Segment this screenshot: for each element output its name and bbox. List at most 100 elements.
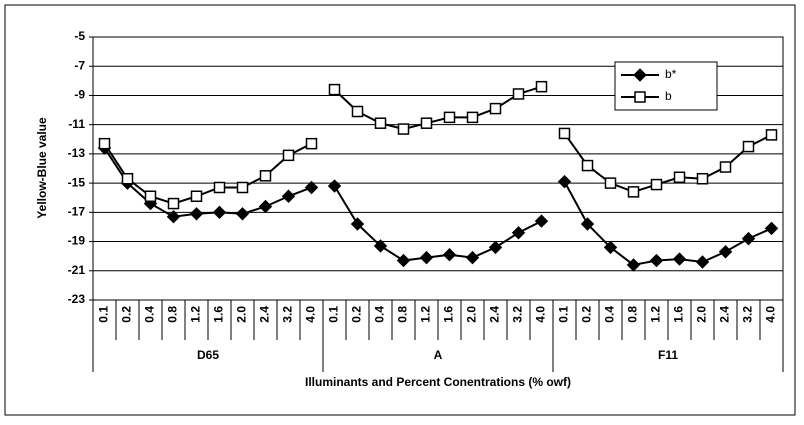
marker (213, 181, 226, 194)
marker (144, 190, 157, 203)
y-tick-label: -5 (74, 29, 85, 43)
x-tick-label: 0.1 (97, 306, 111, 323)
series-line (103, 147, 312, 218)
marker (742, 140, 755, 153)
x-tick-label: 1.6 (672, 306, 686, 323)
marker (374, 117, 387, 129)
x-tick-label: 3.2 (511, 306, 525, 323)
x-tick-label: 0.1 (557, 306, 571, 323)
x-tick-label: 0.8 (626, 306, 640, 323)
marker (489, 102, 502, 115)
x-tick-label: 2.4 (718, 306, 732, 323)
group-label: A (434, 348, 443, 362)
x-tick-label: 0.4 (603, 306, 617, 323)
x-tick-label: 4.0 (534, 306, 548, 323)
marker (695, 255, 710, 269)
marker (121, 172, 134, 185)
marker (604, 177, 617, 189)
marker (764, 221, 779, 236)
marker (649, 253, 664, 268)
marker (305, 137, 318, 150)
marker (512, 88, 525, 100)
marker (466, 111, 479, 124)
x-axis-label: Illuminants and Percent Conentrations (%… (305, 375, 571, 389)
marker (603, 240, 618, 255)
group-label: F11 (658, 348, 678, 362)
legend-label: b (665, 89, 672, 103)
series-line (333, 85, 542, 131)
y-tick-label: -23 (68, 292, 86, 306)
marker (626, 258, 641, 272)
marker (235, 207, 250, 221)
x-tick-label: 0.8 (166, 306, 180, 323)
series-line (563, 132, 772, 193)
y-tick-label: -19 (68, 234, 86, 248)
marker (397, 123, 410, 135)
y-tick-label: -11 (68, 117, 85, 131)
x-tick-label: 0.2 (350, 306, 364, 323)
marker (419, 250, 434, 265)
marker (328, 83, 341, 96)
x-tick-label: 1.6 (442, 306, 456, 323)
marker (627, 186, 640, 198)
marker (535, 80, 548, 93)
x-tick-label: 2.0 (695, 306, 709, 323)
legend-box (614, 61, 718, 111)
marker (282, 149, 295, 162)
marker (167, 197, 180, 210)
marker (212, 205, 227, 220)
x-tick-label: 0.4 (143, 306, 157, 323)
x-tick-label: 0.8 (396, 306, 410, 323)
legend-label: b* (665, 67, 677, 81)
x-tick-label: 0.2 (120, 306, 134, 323)
marker (696, 172, 709, 185)
marker (190, 190, 203, 203)
y-tick-label: -9 (74, 88, 85, 102)
marker (327, 179, 342, 193)
marker (304, 180, 319, 195)
y-tick-label: -21 (68, 263, 86, 277)
x-tick-label: 2.0 (465, 306, 479, 323)
marker (189, 207, 204, 221)
marker (166, 210, 181, 224)
marker (442, 247, 457, 262)
marker (258, 199, 273, 214)
x-tick-label: 2.4 (258, 306, 272, 323)
x-tick-label: 1.2 (649, 306, 663, 323)
series-line (563, 181, 772, 266)
y-tick-label: -17 (68, 205, 86, 219)
x-tick-label: 1.2 (189, 306, 203, 323)
group-label: D65 (197, 348, 219, 362)
marker (718, 245, 733, 259)
x-tick-label: 3.2 (281, 306, 295, 323)
marker (634, 91, 646, 103)
y-axis-label: Yellow-Blue value (35, 117, 49, 219)
y-tick-label: -15 (68, 175, 86, 189)
y-tick-label: -13 (68, 146, 86, 160)
marker (673, 171, 686, 184)
marker (98, 137, 111, 150)
x-tick-label: 1.2 (419, 306, 433, 323)
marker (719, 161, 732, 173)
x-tick-label: 4.0 (304, 306, 318, 323)
marker (558, 127, 571, 140)
marker (396, 253, 411, 268)
x-tick-label: 0.2 (580, 306, 594, 323)
marker (511, 226, 526, 240)
marker (259, 170, 272, 182)
marker (465, 250, 480, 265)
marker (580, 217, 595, 231)
x-tick-label: 0.1 (327, 306, 341, 323)
series-line (103, 142, 312, 205)
x-tick-label: 0.4 (373, 306, 387, 323)
marker (581, 159, 594, 172)
x-tick-label: 1.6 (212, 306, 226, 323)
marker (236, 181, 249, 194)
marker (765, 129, 778, 141)
x-tick-label: 2.4 (488, 306, 502, 323)
marker (443, 111, 456, 124)
marker (281, 189, 296, 203)
marker (351, 105, 364, 118)
marker (741, 231, 756, 246)
